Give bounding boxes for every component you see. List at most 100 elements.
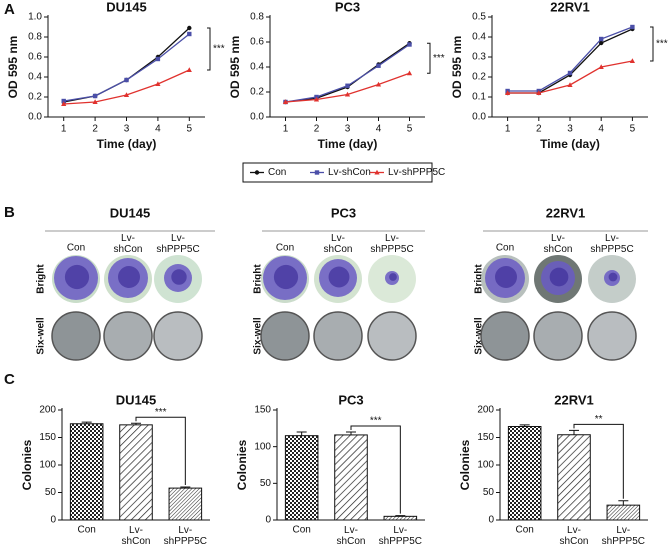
y-tick-label: 150 [477, 432, 494, 443]
colony-core [328, 266, 350, 288]
colony-core [549, 267, 569, 287]
panel-label: B [4, 204, 15, 221]
y-tick-label: 0.0 [472, 112, 486, 123]
marker [123, 92, 130, 97]
x-axis-label: Time (day) [540, 137, 600, 151]
error-bar [346, 431, 356, 435]
column-label: Lv-shCon [544, 233, 573, 255]
chart-title: DU145 [116, 392, 156, 407]
error-bar [395, 515, 406, 517]
colony-core [273, 264, 299, 290]
marker [567, 70, 573, 76]
marker [407, 42, 412, 47]
error-bar [519, 424, 530, 427]
annotation: ** [595, 414, 603, 425]
panel-label: C [4, 371, 15, 388]
y-tick-label: 0.5 [472, 12, 486, 23]
annotation: *** [370, 416, 382, 427]
y-tick-label: 0.8 [28, 32, 42, 43]
legend-label: Lv-shCon [328, 167, 371, 178]
row-label: Six-well [253, 317, 264, 354]
marker [567, 82, 573, 87]
y-tick-label: 150 [39, 432, 56, 443]
six-well [533, 311, 583, 361]
y-tick-label: 0 [50, 515, 56, 526]
row-label: Bright [253, 264, 264, 294]
chart-title: PC3 [338, 392, 363, 407]
marker [92, 99, 98, 104]
y-tick-label: 0.2 [28, 92, 42, 103]
marker [376, 63, 381, 68]
group-title: PC3 [331, 205, 356, 220]
x-axis-label: Time (day) [97, 137, 157, 151]
marker [92, 93, 98, 99]
colony-core [171, 269, 187, 285]
marker [61, 101, 67, 106]
six-well [260, 311, 310, 361]
y-tick-label: 100 [254, 441, 271, 452]
chart-title: 22RV1 [554, 392, 594, 407]
bar [284, 435, 319, 521]
six-well [587, 311, 637, 361]
column-label: Lv-shPPP5C [370, 233, 413, 255]
x-axis-label: Time (day) [318, 137, 378, 151]
chart-title: PC3 [335, 0, 360, 14]
marker [155, 56, 161, 62]
x-tick-label: 5 [187, 124, 193, 135]
x-tick-label: Con [292, 525, 310, 536]
group-title: DU145 [110, 205, 150, 220]
colony-core [64, 264, 90, 290]
y-axis-label: Colonies [20, 439, 34, 490]
bar [383, 515, 418, 521]
y-axis-label: OD 595 nm [6, 36, 20, 99]
y-tick-label: 0.4 [472, 32, 486, 43]
six-well [103, 311, 153, 361]
x-tick-label: 1 [283, 124, 289, 135]
marker [505, 90, 511, 95]
column-label: Lv-shCon [324, 233, 353, 255]
y-tick-label: 0.3 [472, 52, 486, 63]
column-label: Lv-shPPP5C [590, 233, 633, 255]
bar [557, 434, 591, 521]
error-bar [180, 486, 191, 489]
column-label: Con [276, 243, 294, 254]
y-tick-label: 50 [483, 487, 495, 498]
legend-marker [314, 170, 320, 175]
column-label: Lv-shCon [114, 233, 143, 255]
significance-bracket [650, 26, 654, 62]
significance-bracket [427, 42, 431, 74]
legend-marker [254, 170, 260, 175]
six-well [367, 311, 417, 361]
x-tick-label: 5 [407, 124, 413, 135]
x-tick-label: 2 [92, 124, 98, 135]
colony-core [608, 272, 618, 282]
marker [598, 64, 604, 69]
significance-bracket [573, 423, 624, 499]
marker [599, 36, 604, 42]
annotation: *** [656, 39, 668, 50]
y-tick-label: 200 [477, 405, 494, 416]
error-bar [296, 431, 307, 436]
marker [630, 24, 635, 30]
annotation: *** [155, 407, 167, 418]
y-tick-label: 0.6 [28, 52, 42, 63]
y-axis-label: OD 595 nm [228, 36, 242, 99]
marker [375, 81, 382, 87]
x-tick-label: 3 [567, 124, 573, 135]
y-axis-label: OD 595 nm [450, 36, 464, 99]
x-tick-label: 1 [505, 124, 511, 135]
panel-label: A [4, 1, 15, 18]
y-tick-label: 200 [39, 405, 56, 416]
series-line [63, 33, 190, 102]
x-tick-label: Lv-shPPP5C [602, 525, 645, 547]
six-well [153, 311, 203, 361]
row-label: Bright [36, 264, 47, 294]
six-well [480, 311, 530, 361]
marker [345, 83, 350, 88]
marker [61, 98, 66, 104]
series-line [63, 27, 190, 103]
error-bar [569, 429, 579, 435]
marker [187, 25, 192, 31]
legend-marker [374, 169, 380, 175]
bar [507, 426, 542, 521]
